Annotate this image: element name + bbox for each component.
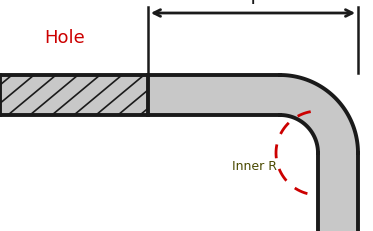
Text: Inner R: Inner R [232, 159, 277, 173]
Polygon shape [0, 75, 358, 231]
Text: f: f [249, 0, 257, 8]
Text: Hole: Hole [45, 29, 85, 47]
